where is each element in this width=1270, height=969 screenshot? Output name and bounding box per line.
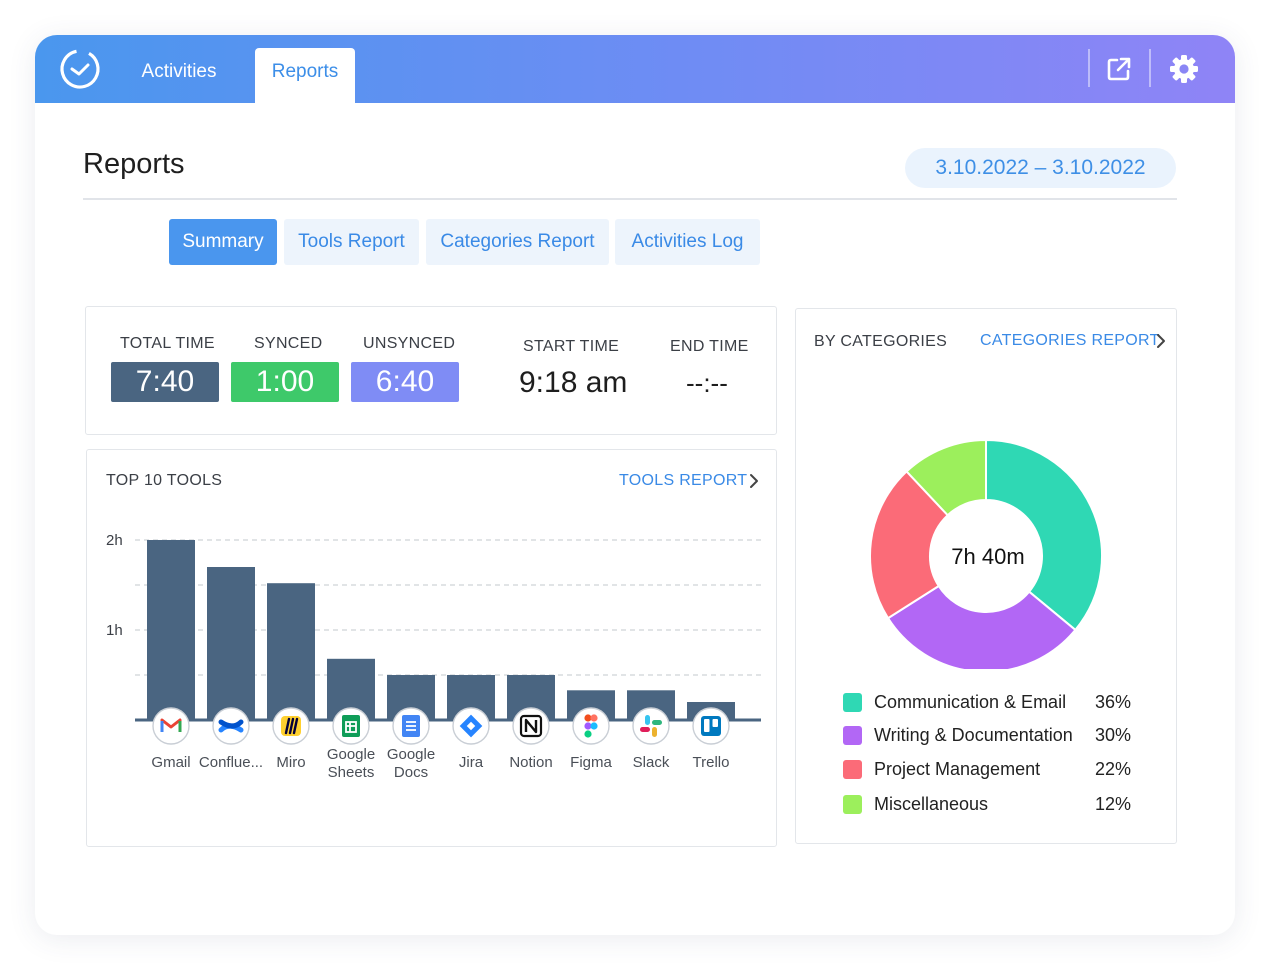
top-nav-bar: Activities Reports bbox=[35, 35, 1235, 103]
legend-swatch bbox=[843, 693, 862, 712]
tool-label: Jira bbox=[459, 754, 484, 771]
chevron-right-icon[interactable] bbox=[747, 473, 761, 489]
legend-label: Communication & Email bbox=[874, 692, 1067, 712]
synced-label: SYNCED bbox=[254, 335, 323, 352]
top-tools-card: TOP 10 TOOLS TOOLS REPORT 1h 2h Gmail Confl… bbox=[86, 449, 777, 847]
clock-logo-icon[interactable] bbox=[57, 46, 103, 92]
legend-percent: 30% bbox=[1095, 725, 1132, 745]
legend-percent: 22% bbox=[1095, 759, 1132, 779]
google-sheets-icon bbox=[332, 707, 370, 745]
legend-percent: 36% bbox=[1095, 692, 1132, 712]
time-stats-card: TOTAL TIME 7:40 SYNCED 1:00 UNSYNCED 6:4… bbox=[85, 306, 777, 435]
tool-label: Miro bbox=[276, 754, 305, 771]
top-tools-heading: TOP 10 TOOLS bbox=[106, 472, 223, 489]
end-time-value: --:-- bbox=[686, 368, 728, 398]
nav-divider bbox=[1088, 49, 1090, 87]
open-external-icon bbox=[1107, 57, 1131, 81]
open-external-button[interactable] bbox=[1099, 49, 1139, 89]
miro-icon bbox=[272, 707, 310, 745]
legend-percent: 12% bbox=[1095, 794, 1132, 814]
synced-value: 1:00 bbox=[231, 362, 339, 402]
donut-slice-4[interactable] bbox=[905, 438, 987, 517]
legend-label: Project Management bbox=[874, 759, 1041, 779]
trello-icon bbox=[692, 707, 730, 745]
chevron-right-icon[interactable] bbox=[1154, 333, 1168, 349]
unsynced-label: UNSYNCED bbox=[363, 335, 456, 352]
tool-label: Google bbox=[327, 746, 375, 763]
jira-icon bbox=[452, 707, 490, 745]
bar-gmail[interactable] bbox=[147, 540, 195, 720]
donut-slice-3[interactable] bbox=[869, 470, 950, 620]
app-window: Activities Reports bbox=[35, 35, 1235, 935]
tool-label: Conflue... bbox=[199, 754, 263, 771]
date-range-picker[interactable]: 3.10.2022 – 3.10.2022 bbox=[905, 148, 1176, 188]
total-time-label: TOTAL TIME bbox=[120, 335, 215, 352]
tool-label: Sheets bbox=[328, 764, 375, 781]
tab-activities-log[interactable]: Activities Log bbox=[615, 219, 760, 265]
slack-icon bbox=[632, 707, 670, 745]
categories-donut-chart: 7h 40m bbox=[869, 438, 1103, 669]
y-tick-label: 2h bbox=[106, 532, 123, 549]
tool-label: Slack bbox=[633, 754, 670, 771]
tool-label: Trello bbox=[693, 754, 730, 771]
tool-label: Notion bbox=[509, 754, 552, 771]
tools-report-link[interactable]: TOOLS REPORT bbox=[619, 472, 748, 489]
categories-heading: BY CATEGORIES bbox=[814, 333, 948, 350]
figma-icon bbox=[572, 707, 610, 745]
legend-item: Project Management 22% bbox=[843, 759, 1183, 781]
legend-swatch bbox=[843, 726, 862, 745]
bar-confluence[interactable] bbox=[207, 567, 255, 720]
tool-label: Google bbox=[387, 746, 435, 763]
notion-icon bbox=[512, 707, 550, 745]
nav-tab-activities[interactable]: Activities bbox=[141, 61, 217, 82]
legend-swatch bbox=[843, 760, 862, 779]
categories-report-link[interactable]: CATEGORIES REPORT bbox=[980, 332, 1160, 349]
start-time-label: START TIME bbox=[523, 338, 620, 355]
tab-summary[interactable]: Summary bbox=[169, 219, 277, 265]
legend-swatch bbox=[843, 795, 862, 814]
tab-tools-report[interactable]: Tools Report bbox=[284, 219, 419, 265]
start-time-value: 9:18 am bbox=[519, 366, 628, 399]
legend-item: Writing & Documentation 30% bbox=[843, 725, 1183, 747]
total-time-value: 7:40 bbox=[111, 362, 219, 402]
donut-slice-2[interactable] bbox=[886, 584, 1077, 669]
donut-slice-1[interactable] bbox=[985, 438, 1103, 632]
donut-center-label: 7h 40m bbox=[951, 544, 1024, 569]
nav-tab-reports[interactable]: Reports bbox=[255, 48, 355, 103]
categories-legend: Communication & Email 36% Writing & Docu… bbox=[843, 692, 1173, 832]
legend-item: Communication & Email 36% bbox=[843, 692, 1183, 714]
confluence-icon bbox=[212, 707, 250, 745]
settings-button[interactable] bbox=[1164, 49, 1204, 89]
tool-label: Gmail bbox=[151, 754, 190, 771]
y-tick-label: 1h bbox=[106, 622, 123, 639]
google-docs-icon bbox=[392, 707, 430, 745]
legend-item: Miscellaneous 12% bbox=[843, 794, 1183, 816]
end-time-label: END TIME bbox=[670, 338, 749, 355]
unsynced-value: 6:40 bbox=[351, 362, 459, 402]
tool-label: Docs bbox=[394, 764, 428, 781]
categories-card: BY CATEGORIES CATEGORIES REPORT 7h 40m C… bbox=[795, 308, 1177, 844]
legend-label: Writing & Documentation bbox=[874, 725, 1073, 745]
bar-miro[interactable] bbox=[267, 583, 315, 720]
tab-categories-report[interactable]: Categories Report bbox=[426, 219, 609, 265]
gmail-icon bbox=[152, 707, 190, 745]
gear-icon bbox=[1170, 55, 1198, 83]
header-divider bbox=[83, 198, 1177, 200]
nav-divider bbox=[1149, 49, 1151, 87]
tool-label: Figma bbox=[570, 754, 612, 771]
page-title: Reports bbox=[83, 148, 185, 180]
legend-label: Miscellaneous bbox=[874, 794, 989, 814]
